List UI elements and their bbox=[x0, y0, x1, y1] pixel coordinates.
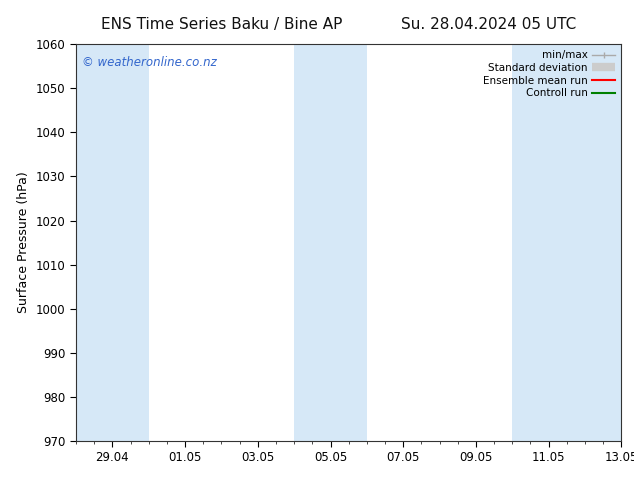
Text: Su. 28.04.2024 05 UTC: Su. 28.04.2024 05 UTC bbox=[401, 17, 576, 32]
Bar bbox=[512, 44, 621, 441]
Bar bbox=[294, 44, 367, 441]
Text: ENS Time Series Baku / Bine AP: ENS Time Series Baku / Bine AP bbox=[101, 17, 342, 32]
Legend: min/max, Standard deviation, Ensemble mean run, Controll run: min/max, Standard deviation, Ensemble me… bbox=[479, 46, 619, 102]
Bar bbox=[76, 44, 149, 441]
Y-axis label: Surface Pressure (hPa): Surface Pressure (hPa) bbox=[17, 172, 30, 314]
Text: © weatheronline.co.nz: © weatheronline.co.nz bbox=[82, 56, 216, 69]
